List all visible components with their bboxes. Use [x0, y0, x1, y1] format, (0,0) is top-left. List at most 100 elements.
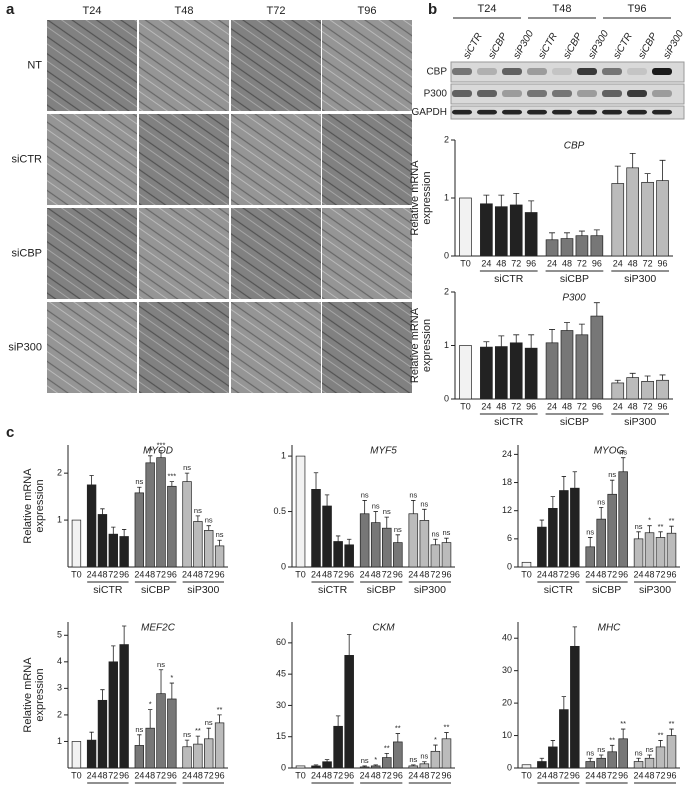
blot-band [477, 90, 497, 97]
x-tick-label: T0 [521, 770, 532, 780]
group-label: siCTR [544, 584, 574, 596]
timepoint-header: T24 [478, 3, 497, 15]
x-tick-label: 96 [441, 569, 451, 579]
y-tick-label: 1 [57, 514, 62, 524]
bar [333, 541, 343, 568]
x-tick-label: 72 [430, 770, 440, 780]
lane-label: siP300 [511, 28, 536, 60]
error-bar [669, 728, 674, 736]
error-bar [620, 457, 626, 472]
x-tick-label: 48 [562, 258, 572, 268]
y-tick-label: 0 [281, 762, 286, 772]
group-label: siP300 [639, 584, 671, 596]
x-tick-label: 72 [643, 401, 653, 411]
blot-band [527, 68, 547, 75]
bar [596, 518, 606, 568]
error-bar [373, 511, 378, 523]
group-label: siCBP [141, 785, 170, 786]
error-bar [498, 194, 505, 207]
bar [430, 544, 441, 568]
error-bar [572, 471, 578, 489]
micrograph-shade [231, 208, 321, 299]
group-label: siCTR [318, 584, 348, 596]
bar [108, 661, 118, 769]
bar [167, 485, 177, 568]
x-tick-label: 72 [156, 770, 166, 780]
lane-label: siCTR [461, 31, 484, 61]
group-label: siP300 [624, 416, 656, 428]
error-bar [89, 731, 94, 741]
x-tick-label: 72 [108, 569, 118, 579]
bar [359, 766, 370, 769]
micrograph-shade [139, 302, 229, 393]
significance-label: ns [619, 448, 627, 457]
error-bar [346, 538, 352, 545]
error-bar [636, 531, 641, 539]
error-bar [346, 634, 352, 656]
micrograph [47, 302, 137, 393]
error-bar [564, 322, 570, 331]
x-tick-label: 24 [537, 770, 547, 780]
x-tick-label: 24 [311, 770, 321, 780]
error-bar [578, 230, 585, 236]
bar [494, 346, 508, 400]
x-tick-label: 96 [658, 258, 668, 268]
error-bar [158, 669, 164, 694]
bar [524, 347, 538, 400]
error-bar [561, 476, 567, 491]
y-tick-label: 12 [502, 505, 512, 515]
bar [509, 342, 523, 400]
significance-label: * [149, 700, 152, 709]
bar [585, 761, 595, 769]
x-tick-label: 96 [167, 770, 177, 780]
group-label: siCBP [592, 785, 621, 786]
x-tick-label: 24 [537, 569, 547, 579]
error-bar [121, 625, 127, 645]
error-bar [614, 165, 621, 184]
x-tick-label: 96 [215, 569, 225, 579]
group-label: siCBP [141, 584, 170, 596]
error-bar [137, 734, 142, 746]
chart-title: MEF2C [141, 623, 176, 634]
error-bar [549, 329, 556, 343]
x-tick-label: 48 [371, 770, 381, 780]
error-bar [498, 335, 505, 347]
x-tick-label: 96 [666, 770, 676, 780]
bar [459, 197, 472, 257]
x-tick-label: 96 [570, 569, 580, 579]
panel-label: a [6, 1, 15, 18]
significance-label: ** [669, 516, 675, 525]
micrograph [322, 208, 412, 299]
error-bar [644, 173, 651, 183]
x-tick-label: 24 [613, 401, 623, 411]
micrograph-shade [322, 302, 412, 393]
blot-band [602, 90, 622, 97]
error-bar [373, 764, 378, 766]
significance-label: ns [420, 752, 428, 761]
x-tick-label: 96 [592, 401, 602, 411]
chart-title: P300 [562, 293, 586, 304]
bar [430, 750, 441, 769]
blot-band [577, 90, 597, 97]
bar [119, 536, 129, 568]
bar [509, 204, 523, 257]
lane-label: siCTR [611, 31, 634, 61]
bar [596, 757, 606, 769]
error-bar [550, 496, 556, 509]
bar [311, 765, 321, 769]
x-tick-label: 72 [607, 569, 617, 579]
y-tick-label: 60 [276, 637, 286, 647]
micrograph-shade [139, 20, 229, 111]
micrograph [231, 208, 321, 299]
bar [626, 377, 639, 400]
error-bar [636, 757, 641, 762]
bar [494, 206, 508, 257]
significance-label: ns [608, 470, 616, 479]
group-label: siCTR [318, 785, 348, 786]
bar [611, 183, 625, 257]
blot-band [627, 109, 647, 115]
error-bar [313, 764, 319, 766]
bar [459, 345, 472, 400]
error-bar [658, 531, 663, 538]
significance-label: ** [384, 743, 390, 752]
